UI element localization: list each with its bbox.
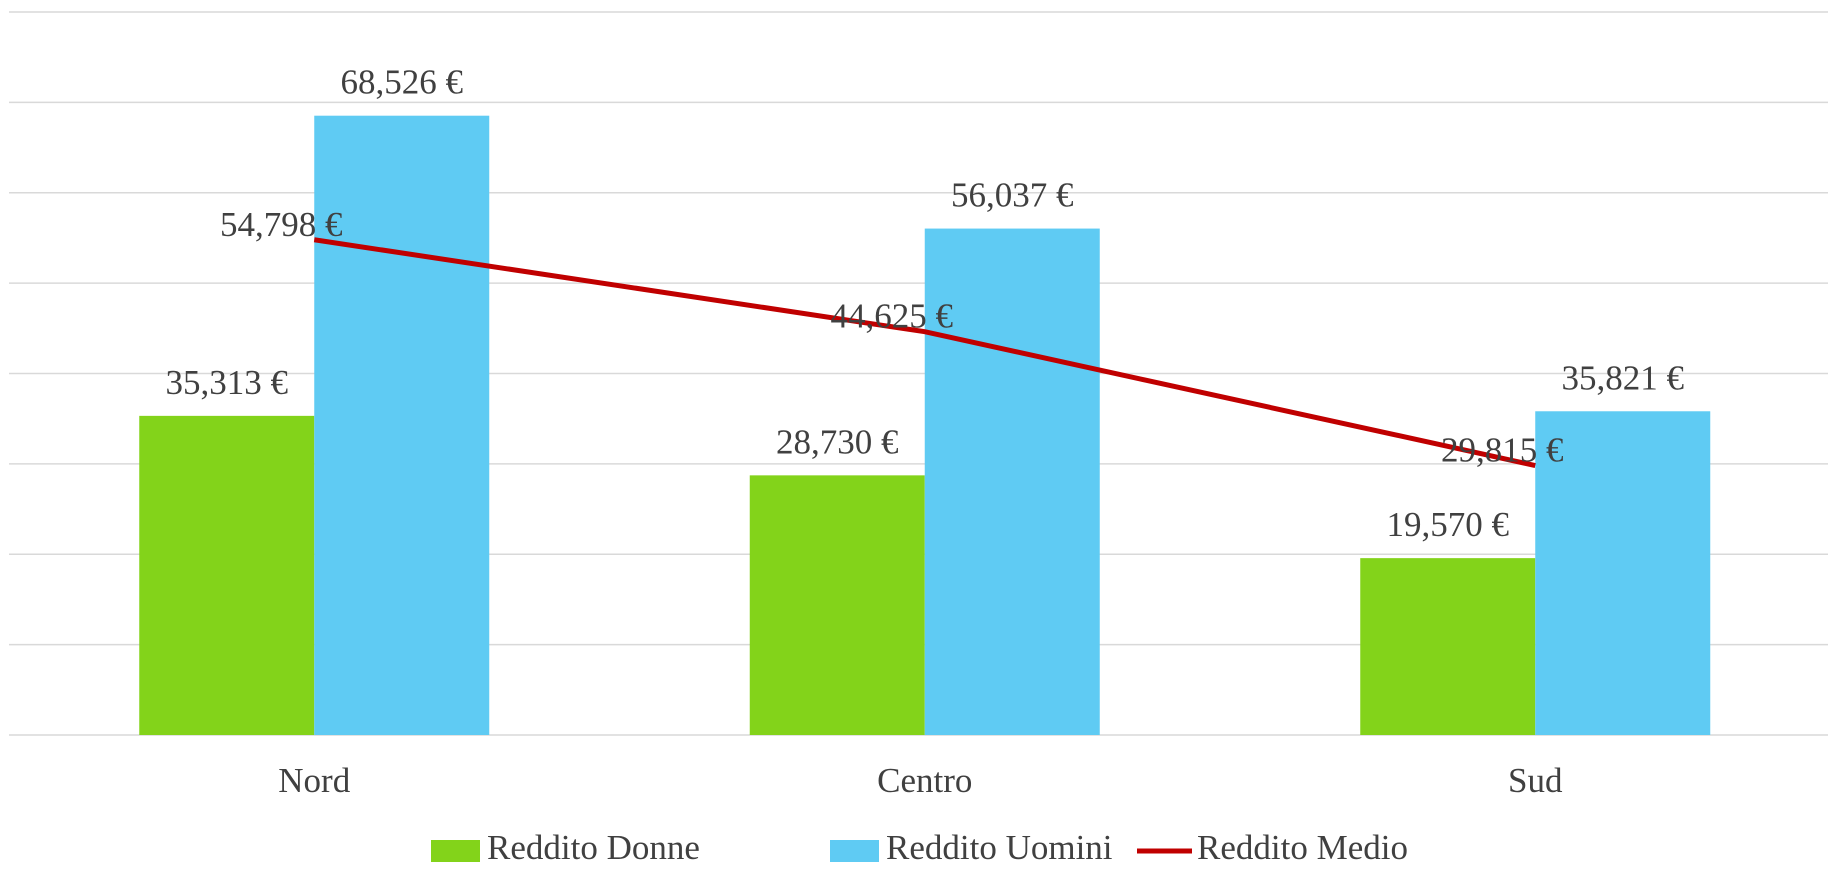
bar — [924, 228, 1100, 735]
legend-label: Reddito Donne — [487, 828, 700, 867]
legend-swatch — [431, 840, 480, 862]
data-label: 68,526 € — [341, 63, 464, 102]
bar — [1360, 558, 1536, 735]
data-label: 56,037 € — [951, 176, 1074, 215]
bar — [139, 415, 315, 735]
legend-label: Reddito Uomini — [886, 828, 1113, 867]
data-label: 54,798 € — [220, 205, 343, 244]
bar — [1535, 411, 1711, 735]
data-label: 19,570 € — [1387, 505, 1510, 544]
data-label: 44,625 € — [831, 297, 954, 336]
legend-label: Reddito Medio — [1197, 828, 1408, 867]
data-label: 35,313 € — [166, 363, 289, 402]
x-tick-label: Centro — [877, 761, 972, 800]
x-tick-label: Sud — [1508, 761, 1563, 800]
bar — [749, 475, 925, 735]
data-label: 28,730 € — [776, 422, 899, 461]
data-label: 29,815 € — [1441, 431, 1564, 470]
data-label: 35,821 € — [1562, 358, 1685, 397]
line — [313, 237, 1536, 468]
x-tick-label: Nord — [278, 761, 350, 800]
legend-swatch — [830, 840, 879, 862]
bar — [314, 115, 490, 735]
